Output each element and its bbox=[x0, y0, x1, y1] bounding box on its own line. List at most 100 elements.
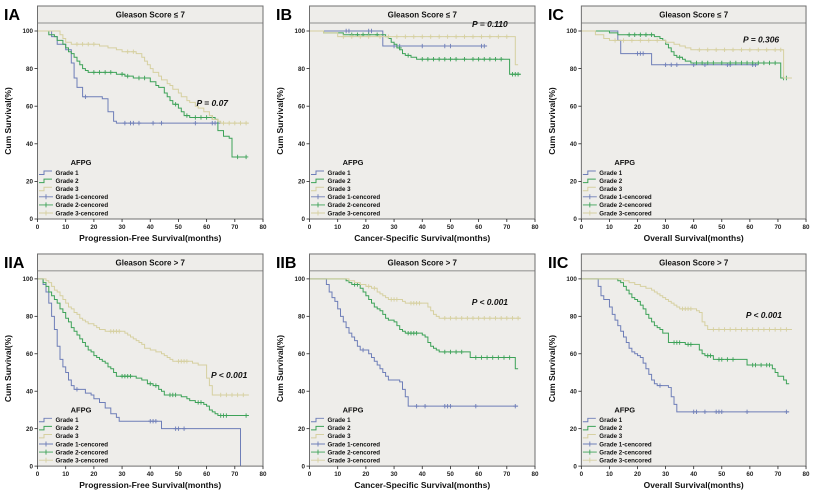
plot-area bbox=[309, 6, 535, 219]
censor-mark bbox=[394, 34, 400, 39]
legend-censor-glyph bbox=[39, 210, 53, 216]
legend-label: Grade 3-cencored bbox=[328, 457, 381, 464]
censor-mark bbox=[515, 316, 521, 321]
legend-title: AFPG bbox=[614, 405, 635, 414]
x-tick-label: 10 bbox=[606, 224, 613, 231]
censor-mark bbox=[459, 349, 464, 355]
legend-label: Grade 2-cencored bbox=[599, 202, 652, 209]
censor-mark bbox=[453, 349, 459, 355]
x-tick-label: 70 bbox=[503, 471, 510, 478]
y-tick-label: 20 bbox=[26, 179, 34, 186]
x-tick-label: 50 bbox=[175, 471, 182, 478]
censor-mark bbox=[442, 316, 447, 321]
x-axis-label: Progression-Free Survival(months) bbox=[79, 480, 221, 490]
y-tick-label: 80 bbox=[26, 66, 34, 73]
y-axis-label: Cum Survival(%) bbox=[3, 335, 13, 402]
survival-curve-grade-3 bbox=[309, 278, 521, 319]
censor-mark bbox=[448, 404, 453, 409]
censor-mark bbox=[243, 120, 249, 126]
survival-curve-grade-1 bbox=[581, 278, 790, 413]
y-tick-label: 100 bbox=[294, 28, 305, 35]
censor-mark bbox=[510, 316, 515, 321]
censor-mark bbox=[176, 426, 181, 431]
legend-censor-glyph bbox=[39, 202, 53, 208]
censor-mark bbox=[496, 34, 501, 39]
censor-mark bbox=[725, 357, 730, 362]
x-tick-label: 10 bbox=[62, 224, 70, 231]
km-panel-IIC: Gleason Score > 7 IIC 0 20 40 60 80 100 0 10 20 30 4… bbox=[544, 248, 815, 495]
x-tick-label: 0 bbox=[308, 471, 312, 478]
legend-step-glyph bbox=[311, 186, 324, 192]
censor-mark bbox=[462, 57, 467, 62]
x-axis-label: Overall Survival(months) bbox=[644, 233, 744, 243]
censor-mark bbox=[654, 38, 660, 43]
censor-mark bbox=[761, 327, 767, 332]
censor-mark bbox=[719, 357, 724, 362]
censor-mark bbox=[784, 327, 789, 332]
legend-title: AFPG bbox=[343, 405, 364, 414]
censor-mark bbox=[445, 34, 450, 39]
legend-step-glyph bbox=[39, 186, 52, 192]
survival-curve-grade-1 bbox=[37, 30, 221, 124]
y-tick-label: 100 bbox=[22, 28, 33, 35]
p-value-label: P < 0.001 bbox=[211, 370, 248, 380]
legend-label: Grade 2-cencored bbox=[56, 202, 109, 209]
legend-censor-glyph bbox=[311, 457, 325, 463]
x-tick-label: 70 bbox=[774, 224, 781, 231]
censor-mark bbox=[366, 34, 371, 39]
legend-label: Grade 3 bbox=[56, 433, 80, 440]
legend-label: Grade 3 bbox=[599, 433, 623, 440]
censor-mark bbox=[243, 413, 249, 418]
censor-mark bbox=[436, 57, 442, 62]
y-tick-label: 40 bbox=[570, 141, 577, 148]
censor-mark bbox=[425, 57, 431, 62]
censor-mark bbox=[513, 404, 518, 409]
survival-curve-grade-3 bbox=[581, 30, 792, 79]
x-tick-label: 0 bbox=[36, 224, 40, 231]
censor-mark bbox=[487, 34, 493, 39]
y-axis-label: Cum Survival(%) bbox=[275, 335, 285, 402]
y-tick-label: 0 bbox=[573, 216, 577, 223]
censor-mark bbox=[83, 94, 88, 99]
legend-label: Grade 2 bbox=[599, 425, 623, 432]
legend-step-glyph bbox=[582, 170, 596, 175]
censor-mark bbox=[496, 355, 501, 360]
censor-mark bbox=[442, 43, 447, 49]
legend-step-glyph bbox=[39, 425, 52, 431]
censor-mark bbox=[80, 41, 85, 47]
censor-mark bbox=[377, 34, 383, 39]
km-panel-IIA: Gleason Score > 7 IIA 0 20 40 60 80 100 0 10 20 30 4… bbox=[0, 248, 272, 495]
y-tick-label: 40 bbox=[26, 141, 34, 148]
legend-censor-glyph bbox=[311, 194, 325, 200]
y-tick-label: 100 bbox=[566, 28, 577, 35]
censor-mark bbox=[744, 60, 750, 66]
censor-mark bbox=[150, 120, 156, 126]
legend-label: Grade 2-cencored bbox=[328, 202, 381, 209]
p-value-label: P = 0.110 bbox=[472, 19, 508, 29]
censor-mark bbox=[125, 49, 130, 54]
survival-curve-grade-1 bbox=[37, 278, 241, 467]
censor-mark bbox=[705, 47, 710, 52]
censor-mark bbox=[448, 57, 453, 62]
y-tick-label: 80 bbox=[298, 314, 305, 321]
y-axis-label: Cum Survival(%) bbox=[3, 87, 13, 155]
legend-step-glyph bbox=[39, 433, 52, 439]
censor-mark bbox=[708, 353, 713, 358]
x-tick-label: 30 bbox=[391, 224, 399, 231]
x-tick-label: 10 bbox=[62, 471, 69, 478]
censor-mark bbox=[733, 60, 739, 66]
censor-mark bbox=[730, 357, 736, 362]
censor-mark bbox=[470, 316, 476, 321]
km-plot-svg-IB: Gleason Score ≤ 7 IB 0 20 40 60 80 100 0 10 20 30 40… bbox=[275, 5, 539, 243]
censor-mark bbox=[484, 355, 490, 360]
x-tick-label: 50 bbox=[718, 471, 725, 478]
censor-mark bbox=[86, 41, 91, 47]
legend-label: Grade 1-cencored bbox=[56, 194, 109, 201]
censor-mark bbox=[148, 381, 153, 386]
legend-label: Grade 3-cencored bbox=[56, 457, 109, 464]
censor-mark bbox=[677, 55, 682, 60]
censor-mark bbox=[341, 34, 346, 39]
censor-mark bbox=[699, 60, 705, 66]
censor-mark bbox=[719, 60, 724, 66]
censor-mark bbox=[453, 57, 459, 62]
